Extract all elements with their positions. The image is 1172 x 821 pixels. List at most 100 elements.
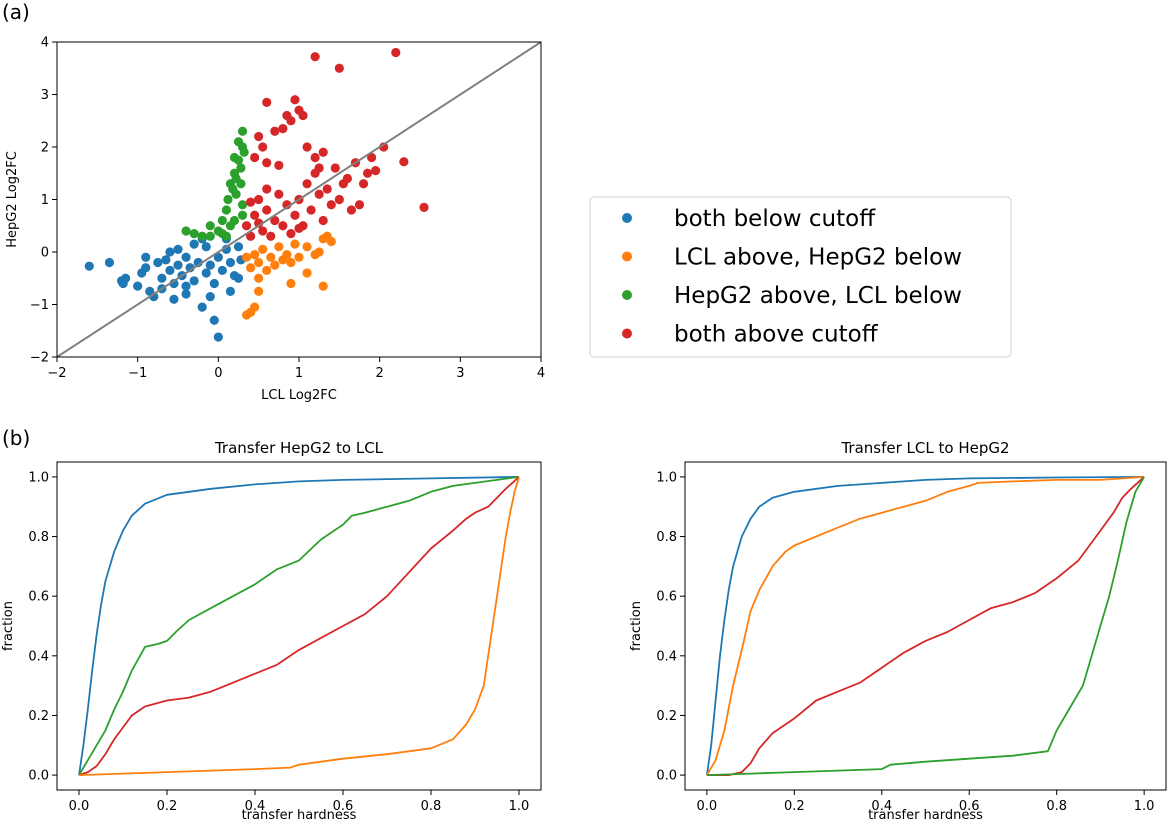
- scatter-point: [239, 147, 249, 157]
- y-axis-label: fraction: [1, 601, 16, 651]
- scatter-point: [274, 160, 284, 170]
- scatter-point: [213, 252, 223, 262]
- scatter-point: [262, 184, 272, 194]
- scatter-point: [236, 179, 246, 189]
- scatter-point: [302, 268, 312, 278]
- scatter-point: [302, 242, 312, 252]
- scatter-point: [262, 97, 272, 107]
- scatter-point: [310, 52, 320, 62]
- scatter-point: [286, 257, 296, 268]
- scatter-point: [181, 289, 191, 299]
- chart-b2: 0.0 0.2 0.4 0.6 0.8 1.0 0.0 0.2 0.4 0.6 0.8 1.0 Tran…: [629, 439, 1167, 821]
- legend-entry-label: HepG2 above, LCL below: [674, 283, 962, 309]
- line-series-green: [78, 476, 520, 776]
- scatter-point: [209, 315, 219, 325]
- scatter-point: [286, 116, 296, 126]
- y-tick-label: 0.2: [28, 709, 49, 724]
- scatter-point: [141, 263, 151, 273]
- y-axis-label: fraction: [629, 601, 644, 651]
- scatter-point: [241, 310, 252, 320]
- y-tick-label: 0.8: [656, 530, 677, 545]
- axes-frame: [684, 461, 1167, 791]
- scatter-point: [250, 250, 260, 260]
- scatter-point: [233, 273, 244, 283]
- line-series-red: [706, 476, 1145, 776]
- x-tick-label: 0.0: [69, 799, 90, 814]
- scatter-point: [254, 286, 264, 296]
- chart-title: Transfer LCL to HepG2: [840, 439, 1009, 457]
- scatter-point: [266, 231, 276, 241]
- scatter-point: [181, 252, 191, 262]
- scatter-point: [318, 147, 328, 157]
- scatter-point: [237, 200, 248, 210]
- scatter-point: [197, 231, 207, 241]
- line-series-orange: [706, 476, 1145, 776]
- chart-title: Transfer HepG2 to LCL: [214, 439, 384, 457]
- legend-entry-label: LCL above, HepG2 below: [674, 245, 962, 271]
- scatter-point: [290, 95, 300, 105]
- scatter-point: [237, 210, 248, 220]
- legend-marker: [622, 290, 632, 300]
- scatter-point: [165, 247, 175, 257]
- scatter-point: [391, 47, 401, 58]
- series-2: [181, 126, 249, 241]
- x-tick-label: −1: [128, 366, 147, 381]
- scatter-point: [278, 124, 288, 134]
- scatter-point: [205, 260, 215, 270]
- scatter-point: [286, 278, 296, 289]
- scatter-point: [205, 231, 215, 241]
- scatter-point: [181, 226, 191, 236]
- scatter-point: [262, 205, 272, 215]
- y-tick-label: 4: [41, 36, 49, 51]
- x-tick-label: −2: [47, 366, 66, 381]
- y-tick-label: 0.2: [656, 709, 677, 724]
- scatter-point: [181, 281, 191, 291]
- scatter-point: [104, 257, 115, 268]
- scatter-point: [217, 215, 227, 226]
- scatter-point: [286, 229, 296, 239]
- scatter-point: [262, 158, 272, 168]
- scatter-point: [326, 236, 336, 247]
- scatter-point: [189, 229, 199, 239]
- legend-frame: [589, 196, 1012, 358]
- scatter-point: [302, 179, 312, 189]
- scatter-point: [310, 152, 320, 163]
- scatter-point: [342, 173, 352, 184]
- scatter-point: [169, 294, 179, 304]
- x-tick-label: 1: [295, 366, 303, 381]
- scatter-point: [334, 63, 344, 73]
- scatter-point: [189, 276, 199, 286]
- scatter-point: [241, 221, 252, 231]
- y-tick-label: 0.0: [656, 769, 677, 784]
- scatter-point: [367, 152, 377, 163]
- y-tick-label: 1.0: [28, 470, 49, 485]
- scatter-point: [371, 166, 381, 176]
- scatter-point: [306, 205, 316, 215]
- x-tick-label: 0.4: [245, 799, 266, 814]
- scatter-point: [354, 200, 365, 210]
- scatter-point: [302, 142, 312, 152]
- legend-entry-label: both below cutoff: [674, 206, 876, 232]
- scatter-point: [322, 184, 332, 194]
- y-tick-label: 0.8: [28, 530, 49, 545]
- scatter-plot-area: [57, 42, 541, 357]
- scatter-point: [231, 189, 241, 199]
- y-axis-label: HepG2 Log2FC: [5, 151, 20, 248]
- panel-label-a: (a): [2, 0, 30, 24]
- x-tick-label: 1.0: [1134, 799, 1155, 814]
- x-axis-label: transfer hardness: [242, 808, 357, 821]
- scatter-point: [217, 229, 227, 239]
- scatter-point: [362, 168, 373, 178]
- scatter-point: [266, 252, 276, 262]
- y-tick-label: 1.0: [656, 470, 677, 485]
- y-tick-label: 1: [41, 193, 49, 208]
- scatter-point: [84, 261, 94, 271]
- scatter-point: [250, 210, 260, 220]
- scatter-point: [346, 205, 357, 215]
- scatter-point: [326, 200, 336, 210]
- line-series-orange: [78, 476, 520, 776]
- x-tick-label: 0.8: [421, 799, 442, 814]
- scatter-point: [246, 231, 256, 241]
- legend-entry-label: both above cutoff: [674, 322, 879, 348]
- y-tick-label: 3: [41, 88, 49, 103]
